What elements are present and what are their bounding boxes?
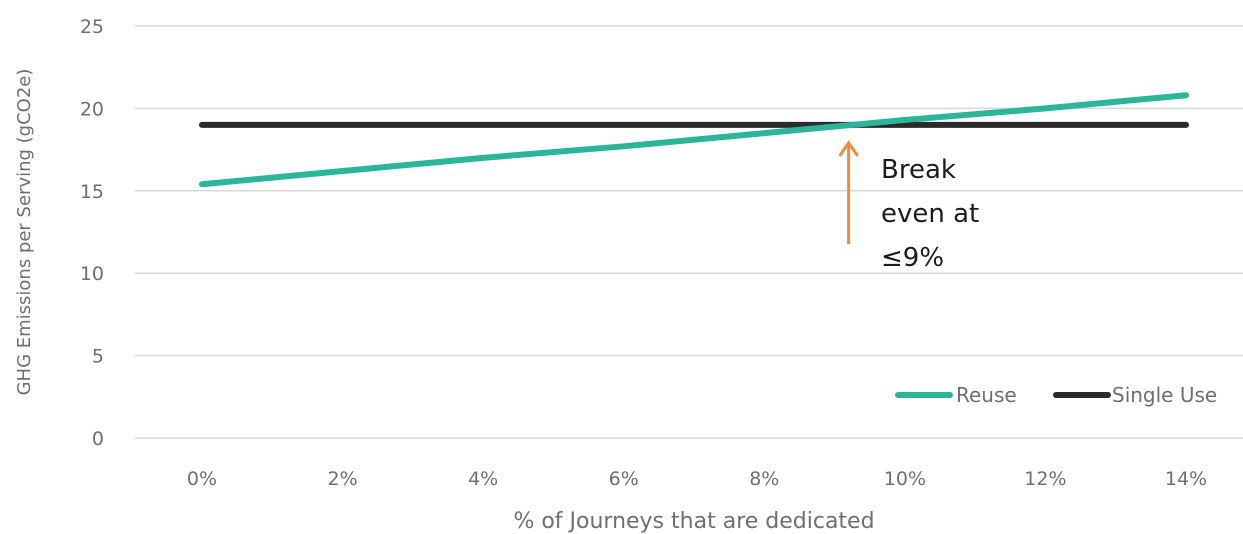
series-lines xyxy=(199,92,1189,188)
legend-label-reuse: Reuse xyxy=(956,383,1017,407)
annotation-arrow-head xyxy=(838,140,859,157)
x-tick-label: 2% xyxy=(327,468,357,490)
x-tick-label: 8% xyxy=(749,468,779,490)
annotation: Break even at ≤9% xyxy=(838,140,979,273)
x-tick-label: 12% xyxy=(1024,468,1066,490)
y-tick-label: 25 xyxy=(80,16,104,38)
gridlines xyxy=(135,25,1243,439)
x-tick-label: 0% xyxy=(187,468,217,490)
y-tick-label: 0 xyxy=(92,428,104,450)
x-tick-label: 4% xyxy=(468,468,498,490)
x-tick-label: 10% xyxy=(884,468,926,490)
legend: Reuse Single Use xyxy=(895,383,1217,407)
y-axis-title: GHG Emissions per Serving (gCO2e) xyxy=(14,69,35,396)
y-tick-label: 5 xyxy=(92,346,104,368)
y-tick-label: 10 xyxy=(80,263,104,285)
x-axis-title: % of Journeys that are dedicated xyxy=(513,509,874,534)
annotation-line-3: ≤9% xyxy=(881,243,944,273)
x-axis-ticks: 0% 2% 4% 6% 8% 10% 12% 14% xyxy=(187,468,1207,490)
x-tick-label: 6% xyxy=(609,468,639,490)
annotation-line-1: Break xyxy=(881,155,956,185)
y-axis-ticks: 0 5 10 15 20 25 xyxy=(80,16,104,450)
y-tick-label: 20 xyxy=(80,98,104,120)
series-line-reuse xyxy=(199,92,1189,188)
legend-label-single-use: Single Use xyxy=(1112,383,1217,407)
annotation-line-2: even at xyxy=(881,199,979,229)
x-tick-label: 14% xyxy=(1165,468,1207,490)
y-tick-label: 15 xyxy=(80,181,104,203)
